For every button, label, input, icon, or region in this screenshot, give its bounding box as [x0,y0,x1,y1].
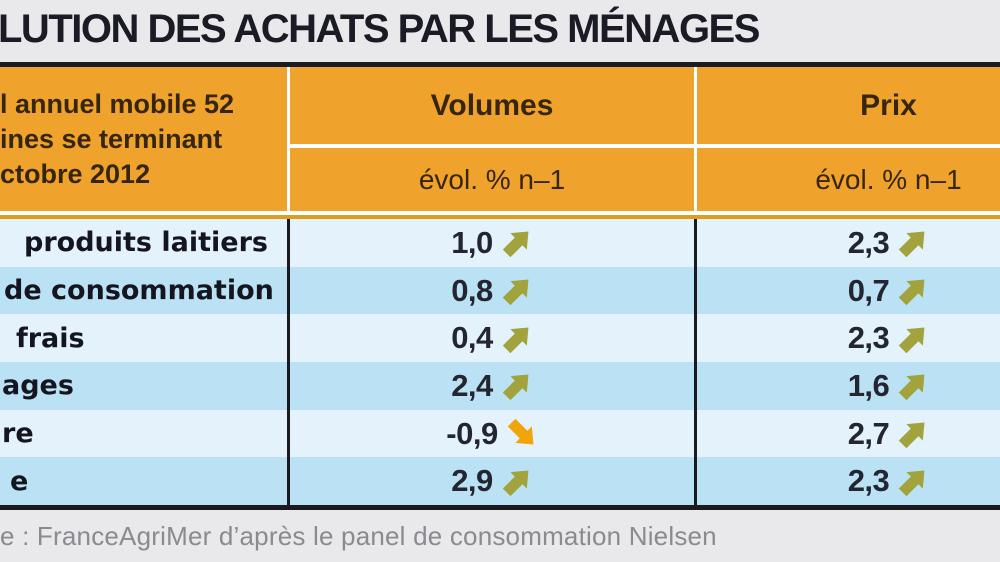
row-label: ages [2,370,74,402]
footer: e : FranceAgriMer d’après le panel de co… [0,510,1000,562]
column-divider [287,314,290,363]
column-divider [287,362,290,410]
column-divider [287,219,290,267]
prix-value: 2,3 [847,463,890,499]
table-row: frais 0,4 2,3 [0,314,1000,363]
trend-up-icon [899,279,925,306]
header-divider [287,67,290,211]
header-divider [290,144,694,148]
trend-up-icon [502,470,529,496]
table-row: re -0,9 2,7 [0,409,1000,458]
period-header: l annuel mobile 52 ines se terminant cto… [0,67,287,211]
column-divider [287,457,290,506]
column-volumes: Volumes évol. % n–1 [290,67,694,211]
header-bottom-gap [0,211,1000,215]
header-divider [697,144,1000,148]
prix-value: 1,6 [847,367,890,403]
table-row: ages 2,4 1,6 [0,362,1000,410]
trend-up-icon [899,422,925,449]
table-row: produits laitiers 1,0 2,3 [0,219,1000,267]
prix-trend-icon [898,370,929,401]
column-prix: Prix évol. % n–1 [697,67,1000,211]
prix-trend-icon [898,323,929,354]
trend-up-icon [502,231,529,258]
trend-up-icon [502,374,529,401]
col-header-prix: Prix [697,67,1000,144]
period-line-2: ines se terminant [0,123,223,154]
volume-trend-icon [502,370,533,401]
column-divider [694,219,697,267]
column-divider [694,266,697,315]
page-title: LUTION DES ACHATS PAR LES MÉNAGES [0,6,760,51]
trend-up-icon [899,231,925,258]
row-label: e [10,465,29,497]
trend-up-icon [502,327,529,353]
accent-line [0,215,1000,219]
prix-trend-icon [898,418,929,449]
row-label: produits laitiers [24,227,268,259]
column-divider [287,266,290,315]
volume-trend-icon [502,275,533,306]
prix-value: 2,7 [847,415,890,451]
row-label: de consommation [4,275,274,306]
subheader-prix: évol. % n–1 [697,148,1000,211]
volume-value: -0,9 [446,415,498,451]
prix-value: 0,7 [847,272,890,308]
row-label: frais [16,322,85,354]
header-divider [694,67,697,211]
volume-value: 2,4 [451,367,493,403]
column-divider [694,457,697,506]
volume-value: 1,0 [451,224,493,260]
row-label: re [2,418,34,450]
prix-trend-icon [898,227,929,258]
table-header: l annuel mobile 52 ines se terminant cto… [0,67,1000,211]
bottom-rule-divider [0,505,1000,510]
trend-up-icon [502,279,529,306]
table-row: e 2,9 2,3 [0,457,1000,506]
volume-value: 2,9 [451,463,493,499]
source-note: e : FranceAgriMer d’après le panel de co… [0,520,717,551]
volume-value: 0,8 [451,272,493,308]
trend-up-icon [899,327,925,353]
prix-trend-icon [898,275,929,306]
volume-trend-icon [502,466,533,497]
trend-down-icon [507,418,534,445]
table-row: de consommation 0,8 0,7 [0,266,1000,315]
period-line-1: l annuel mobile 52 [0,88,235,119]
volume-trend-icon [507,418,538,449]
volume-trend-icon [502,227,533,258]
period-line-3: ctobre 2012 [0,158,151,189]
column-divider [287,409,290,458]
prix-value: 2,3 [847,320,890,356]
trend-up-icon [899,374,925,401]
trend-up-icon [899,470,925,496]
column-divider [694,409,697,458]
table-body: produits laitiers 1,0 2,3 de consommatio… [0,219,1000,506]
column-divider [694,362,697,410]
col-header-volumes: Volumes [290,67,694,144]
subheader-volumes: évol. % n–1 [290,148,694,211]
column-divider [694,314,697,363]
top-rule-divider [0,62,1000,67]
volume-value: 0,4 [451,320,493,356]
prix-value: 2,3 [847,224,890,260]
title-bar: LUTION DES ACHATS PAR LES MÉNAGES [0,0,1000,62]
prix-trend-icon [898,466,929,497]
volume-trend-icon [502,323,533,354]
